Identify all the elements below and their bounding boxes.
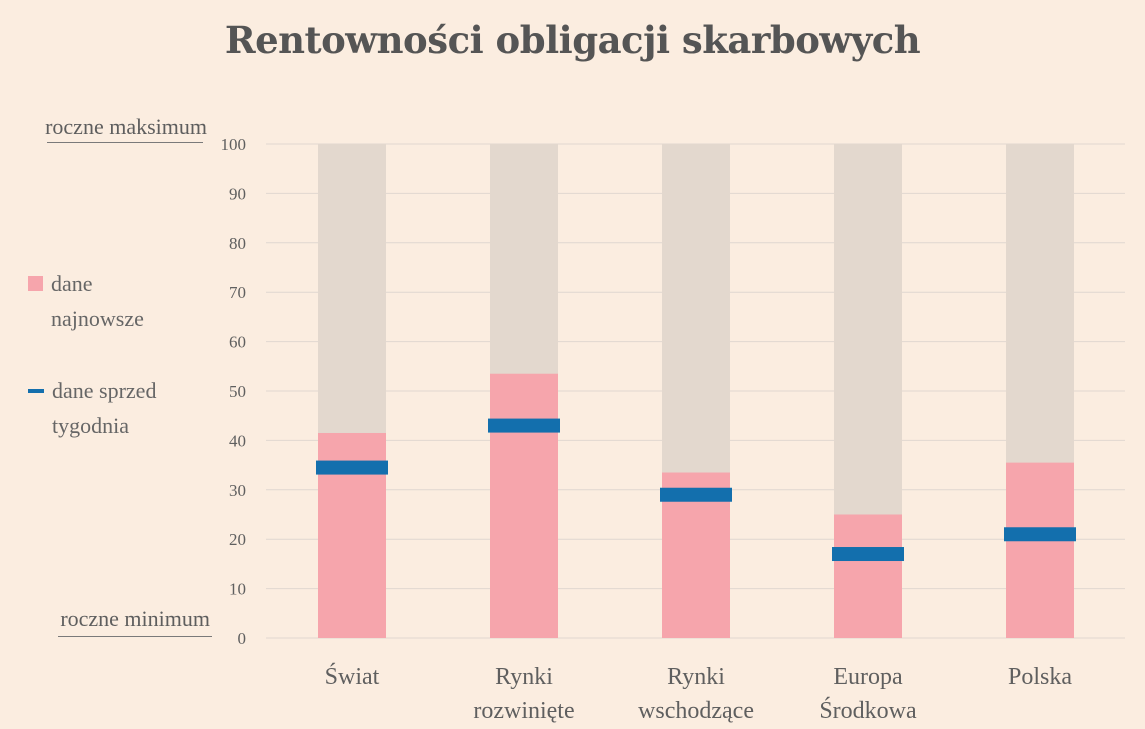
- annual-max-rule: [47, 142, 203, 143]
- annual-min-label: roczne minimum: [60, 606, 210, 631]
- legend: dane najnowsze dane sprzed tygodnia: [28, 266, 156, 443]
- category-label: Europa Środkowa: [819, 664, 917, 724]
- week-ago-marker: [1004, 527, 1076, 542]
- y-tick-label: 100: [221, 135, 247, 154]
- legend-swatch-latest: [28, 276, 43, 291]
- y-tick-label: 80: [229, 234, 246, 253]
- legend-swatch-week-ago: [28, 389, 44, 393]
- week-ago-marker: [660, 487, 732, 502]
- week-ago-marker: [488, 418, 560, 433]
- legend-label-latest: dane najnowsze: [51, 271, 144, 331]
- chart-title: Rentowności obligacji skarbowych: [224, 18, 921, 62]
- category-label: Rynki wschodzące: [638, 664, 754, 724]
- category-label: Polska: [1008, 664, 1072, 690]
- legend-label-week-ago: dane sprzed tygodnia: [52, 378, 157, 438]
- category-label: Rynki rozwinięte: [473, 664, 574, 724]
- y-tick-label: 40: [229, 431, 246, 450]
- y-tick-label: 90: [229, 184, 246, 203]
- week-ago-marker: [316, 460, 388, 475]
- y-tick-label: 30: [229, 481, 246, 500]
- category-label: Świat: [325, 663, 380, 690]
- latest-bar: [490, 373, 558, 638]
- latest-bar: [834, 514, 902, 638]
- y-tick-label: 0: [238, 629, 247, 648]
- legend-item-week-ago: dane sprzed tygodnia: [28, 373, 156, 443]
- annual-min-rule: [58, 636, 212, 637]
- y-tick-label: 20: [229, 530, 246, 549]
- annual-max-label: roczne maksimum: [45, 114, 207, 139]
- y-tick-label: 50: [229, 382, 246, 401]
- week-ago-marker: [832, 547, 904, 562]
- y-tick-label: 60: [229, 333, 246, 352]
- legend-item-latest: dane najnowsze: [28, 266, 156, 336]
- y-tick-label: 10: [229, 580, 246, 599]
- latest-bar: [1006, 462, 1074, 638]
- y-tick-label: 70: [229, 283, 246, 302]
